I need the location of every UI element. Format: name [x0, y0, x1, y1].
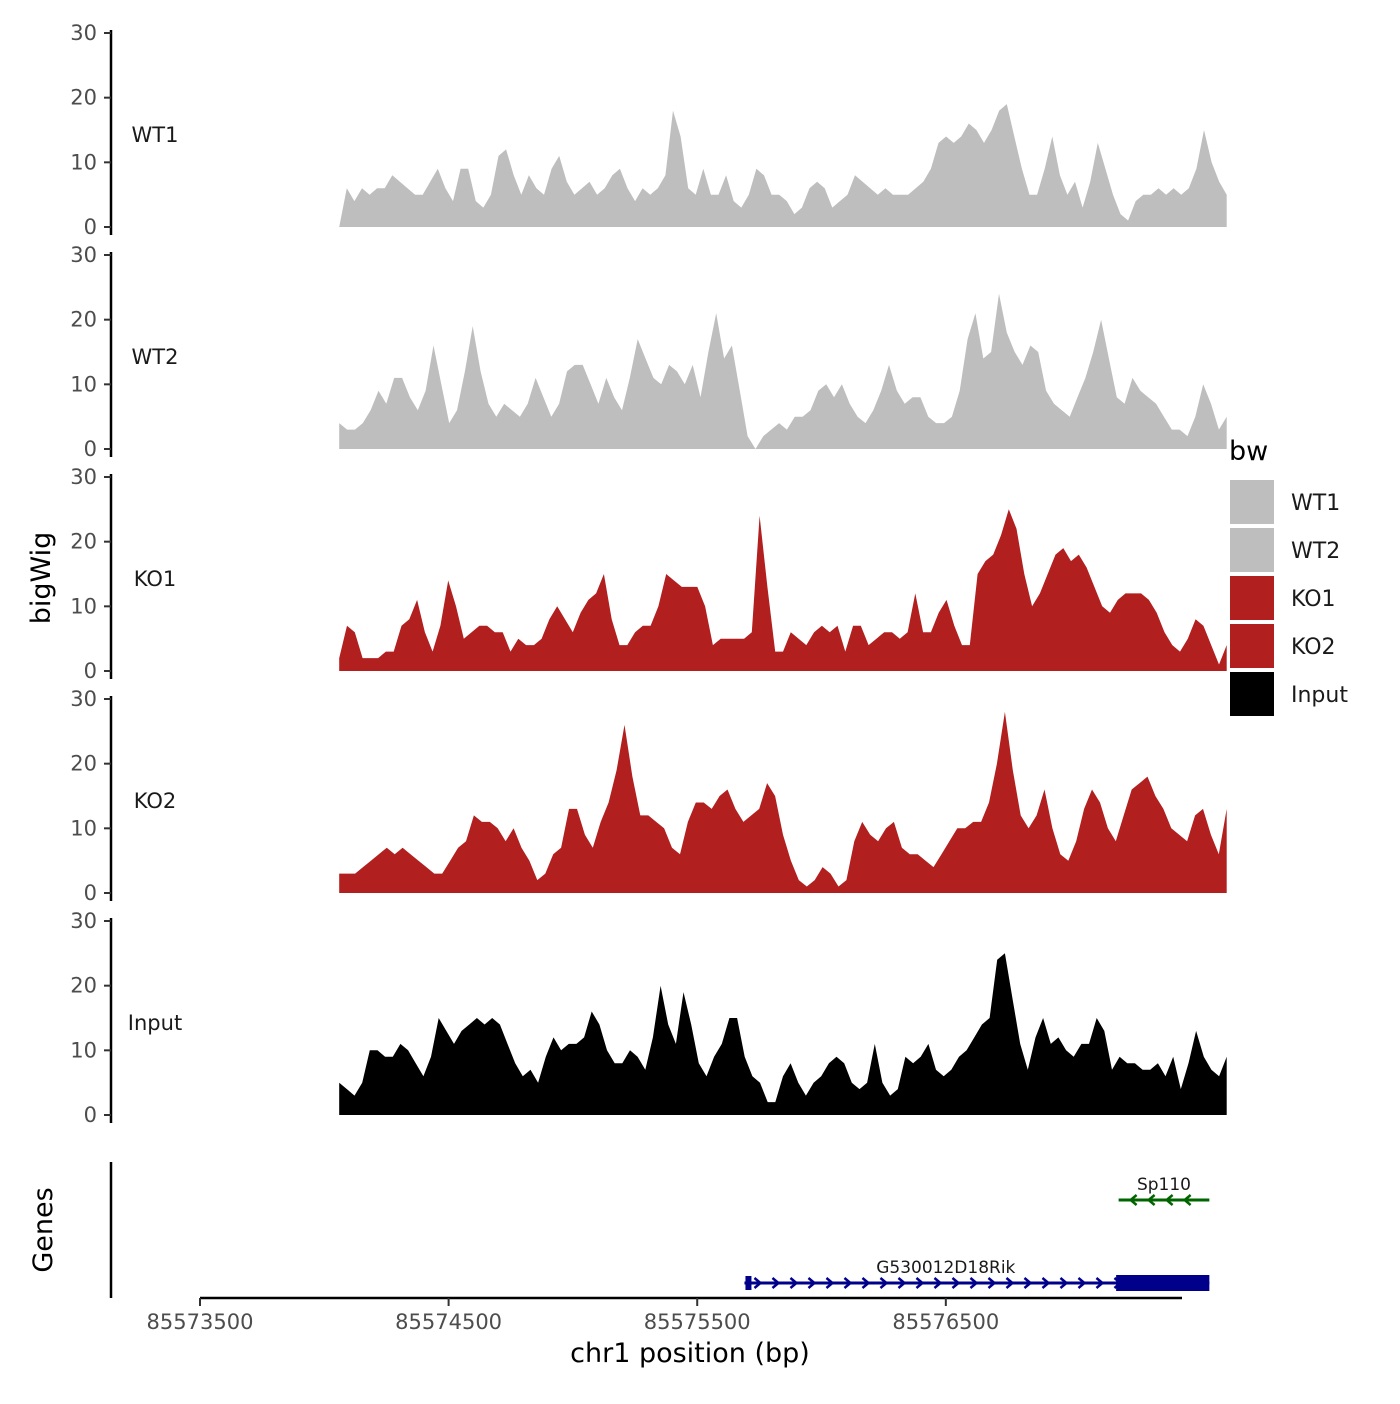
legend-label-wt2: WT2 — [1291, 539, 1340, 564]
x-axis-tick-label: 85574500 — [395, 1310, 502, 1334]
x-axis-title: chr1 position (bp) — [570, 1338, 810, 1369]
gene-g530012d18rik-first-exon — [745, 1276, 752, 1290]
x-axis: 85573500 85574500 85575500 85576500 chr1 po… — [147, 1296, 1182, 1369]
gene-g530012d18rik-strand-chevron — [1023, 1277, 1033, 1289]
track-wt2: 0 10 20 30 WT2 — [70, 243, 1227, 461]
track-ko1-y-tick-label: 0 — [84, 659, 97, 683]
track-ko1-label: KO1 — [134, 567, 177, 591]
x-axis-ticks: 85573500 85574500 85575500 85576500 — [147, 1298, 999, 1334]
track-ko2-y-tick-label: 10 — [70, 816, 97, 840]
legend-item-input: Input — [1230, 672, 1348, 716]
track-input-y-tick-label: 30 — [70, 909, 97, 933]
gene-sp110-strand-chevron — [1164, 1194, 1174, 1206]
gene-track: Genes Sp110 G530012D18Rik — [28, 1162, 1210, 1298]
track-wt2-y-tick-label: 20 — [70, 308, 97, 332]
track-wt1-y-tick-label: 0 — [84, 215, 97, 239]
gene-sp110-strand-chevron — [1128, 1194, 1138, 1206]
gene-g530012d18rik-strand-chevron — [915, 1277, 925, 1289]
track-input-label: Input — [128, 1011, 182, 1035]
gene-g530012d18rik-strand-chevron — [987, 1277, 997, 1289]
x-axis-tick-label: 85573500 — [147, 1310, 254, 1334]
gene-g530012d18rik-strand-chevron — [1005, 1277, 1015, 1289]
gene-models: Sp110 G530012D18Rik — [744, 1175, 1210, 1291]
legend-item-ko2: KO2 — [1230, 624, 1336, 668]
track-wt2-coverage-area — [339, 293, 1227, 449]
legend-label-wt1: WT1 — [1291, 491, 1340, 516]
gene-sp110-strand-chevron — [1182, 1194, 1192, 1206]
track-ko2: 0 10 20 30 KO2 — [70, 687, 1227, 905]
legend-label-ko1: KO1 — [1291, 587, 1336, 612]
track-wt2-label: WT2 — [132, 345, 179, 369]
gene-track-title: Genes — [28, 1187, 59, 1272]
track-ko1: 0 10 20 30 KO1 — [70, 465, 1227, 683]
track-input-y-tick-label: 0 — [84, 1103, 97, 1127]
gene-g530012d18rik-strand-chevron — [825, 1277, 835, 1289]
gene-g530012d18rik-strand-chevron — [879, 1277, 889, 1289]
gene-g530012d18rik-label: G530012D18Rik — [876, 1258, 1015, 1278]
legend-key-wt1 — [1230, 480, 1274, 524]
x-axis-tick-label: 85576500 — [892, 1310, 999, 1334]
legend-items: WT1 WT2 KO1 KO2 Input — [1230, 480, 1348, 716]
legend-key-input — [1230, 672, 1274, 716]
track-ko2-coverage-area — [339, 711, 1227, 893]
legend-key-ko1 — [1230, 576, 1274, 620]
track-ko1-y-tick-label: 30 — [70, 465, 97, 489]
legend-title: bw — [1229, 436, 1268, 467]
y-axis-title: bigWig — [26, 532, 57, 625]
x-axis-tick-label: 85575500 — [644, 1310, 751, 1334]
track-ko2-y-tick-label: 20 — [70, 752, 97, 776]
track-wt1-coverage-area — [339, 104, 1227, 227]
gene-g530012d18rik-strand-chevron — [951, 1277, 961, 1289]
gene-g530012d18rik-strand-chevron — [789, 1277, 799, 1289]
gene-g530012d18rik-strand-chevron — [843, 1277, 853, 1289]
track-wt2-y-tick-label: 10 — [70, 372, 97, 396]
gene-sp110-label: Sp110 — [1137, 1175, 1191, 1195]
legend-label-input: Input — [1291, 683, 1348, 708]
track-input-coverage-area — [339, 953, 1227, 1115]
track-input-y-tick-label: 10 — [70, 1038, 97, 1062]
track-ko2-label: KO2 — [134, 789, 177, 813]
gene-g530012d18rik-strand-chevron — [771, 1277, 781, 1289]
legend-key-wt2 — [1230, 528, 1274, 572]
gene-g530012d18rik-strand-chevron — [969, 1277, 979, 1289]
track-input-y-tick-label: 20 — [70, 974, 97, 998]
track-wt2-y-tick-label: 0 — [84, 437, 97, 461]
legend-item-wt2: WT2 — [1230, 528, 1340, 572]
gene-sp110-strand-chevron — [1146, 1194, 1156, 1206]
track-input: 0 10 20 30 Input — [70, 909, 1227, 1127]
gene-g530012d18rik-strand-chevron — [933, 1277, 943, 1289]
track-wt2-y-tick-label: 30 — [70, 243, 97, 267]
track-ko1-coverage-area — [339, 509, 1227, 671]
gene-g530012d18rik-exon — [1116, 1275, 1210, 1291]
track-wt1-y-tick-label: 20 — [70, 86, 97, 110]
gene-g530012d18rik-strand-chevron — [861, 1277, 871, 1289]
gene-g530012d18rik-strand-chevron — [807, 1277, 817, 1289]
legend: bw WT1 WT2 KO1 KO2 Input — [1229, 436, 1348, 716]
track-wt1-y-tick-label: 30 — [70, 21, 97, 45]
gene-g530012d18rik-strand-chevron — [1059, 1277, 1069, 1289]
gene-g530012d18rik-strand-chevron — [1077, 1277, 1087, 1289]
legend-key-ko2 — [1230, 624, 1274, 668]
legend-label-ko2: KO2 — [1291, 635, 1336, 660]
track-ko2-y-tick-label: 0 — [84, 881, 97, 905]
track-ko1-y-tick-label: 10 — [70, 594, 97, 618]
gene-g530012d18rik-strand-chevron — [897, 1277, 907, 1289]
gene-g530012d18rik-strand-chevron — [1041, 1277, 1051, 1289]
gene-sp110: Sp110 — [1118, 1175, 1210, 1206]
gene-g530012d18rik-strand-chevron — [753, 1277, 763, 1289]
track-wt1-y-tick-label: 10 — [70, 150, 97, 174]
track-ko1-y-tick-label: 20 — [70, 530, 97, 554]
gene-g530012d18rik-strand-chevron — [1095, 1277, 1105, 1289]
gene-g530012d18rik: G530012D18Rik — [744, 1258, 1210, 1291]
legend-item-ko1: KO1 — [1230, 576, 1336, 620]
track-ko2-y-tick-label: 30 — [70, 687, 97, 711]
track-wt1-label: WT1 — [132, 123, 179, 147]
track-wt1: 0 10 20 30 WT1 — [70, 21, 1227, 239]
coverage-tracks: 0 10 20 30 WT1 0 10 20 30 WT2 0 10 20 30 KO1 0 10 20 30 KO2… — [70, 21, 1227, 1127]
legend-item-wt1: WT1 — [1230, 480, 1340, 524]
